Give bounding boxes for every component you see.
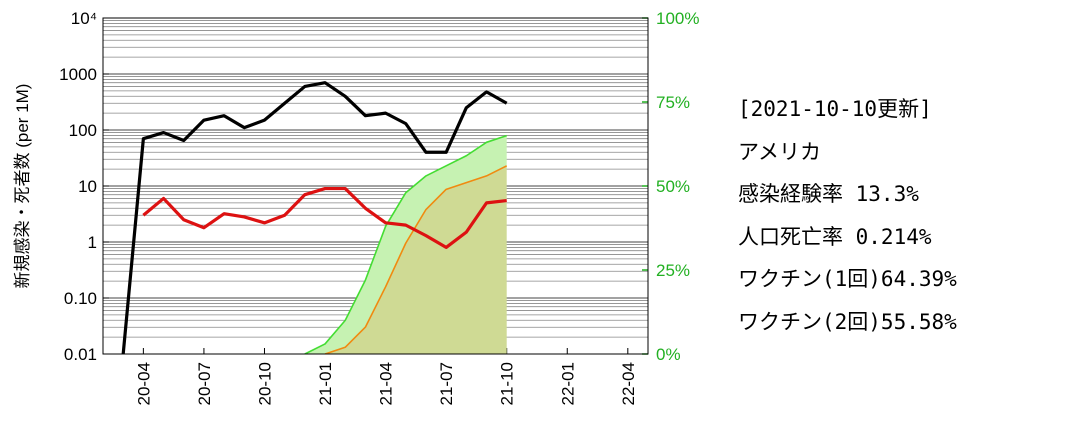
y-tick-label: 10⁴ xyxy=(71,9,97,28)
y2-tick-label: 0% xyxy=(656,345,681,364)
y-tick-label: 0.10 xyxy=(64,289,97,308)
y2-tick-label: 75% xyxy=(656,93,690,112)
info-line: ワクチン(1回)64.39% xyxy=(738,267,957,291)
x-tick-label: 20-04 xyxy=(134,362,153,405)
info-line: [2021-10-10更新] xyxy=(738,97,932,121)
x-tick-label: 20-10 xyxy=(255,362,274,405)
vaccine-area xyxy=(304,135,507,354)
y2-tick-label: 25% xyxy=(656,261,690,280)
info-line: アメリカ xyxy=(738,139,821,164)
y-tick-label: 0.01 xyxy=(64,345,97,364)
series-line xyxy=(324,165,508,354)
info-panel: [2021-10-10更新] アメリカ感染経験率 13.3% 人口死亡率 0.214… xyxy=(738,88,957,343)
plot-frame xyxy=(102,17,649,355)
x-tick-label: 20-07 xyxy=(195,362,214,405)
x-tick-label: 21-07 xyxy=(437,362,456,405)
y-tick-label: 1 xyxy=(88,233,97,252)
y-tick-label: 100 xyxy=(69,121,97,140)
series-line xyxy=(304,134,507,354)
y2-tick-label: 50% xyxy=(656,177,690,196)
vaccine-area xyxy=(325,165,507,354)
info-line: ワクチン(2回)55.58% xyxy=(738,309,957,334)
info-line: 人口死亡率 0.214% xyxy=(738,224,932,249)
series-line xyxy=(121,81,508,354)
x-tick-label: 21-10 xyxy=(498,362,517,405)
x-tick-label: 22-04 xyxy=(619,362,638,405)
chart: 新規感染・死者数 (per 1M) 0.01 0.10 1 10 100 1000 10⁴ 0… xyxy=(13,9,699,405)
x-tick-label: 21-04 xyxy=(377,362,396,405)
x-tick-label: 21-01 xyxy=(316,362,335,405)
x-tick-label: 22-01 xyxy=(558,362,577,405)
y2-tick-label: 100% xyxy=(656,9,699,28)
y-axis-label: 新規感染・死者数 (per 1M) xyxy=(13,84,32,289)
plot-area xyxy=(121,81,508,354)
y-tick-label: 1000 xyxy=(59,65,97,84)
series-line xyxy=(142,186,507,250)
info-line: 感染経験率 13.3% xyxy=(738,182,919,206)
y-tick-label: 10 xyxy=(78,177,97,196)
